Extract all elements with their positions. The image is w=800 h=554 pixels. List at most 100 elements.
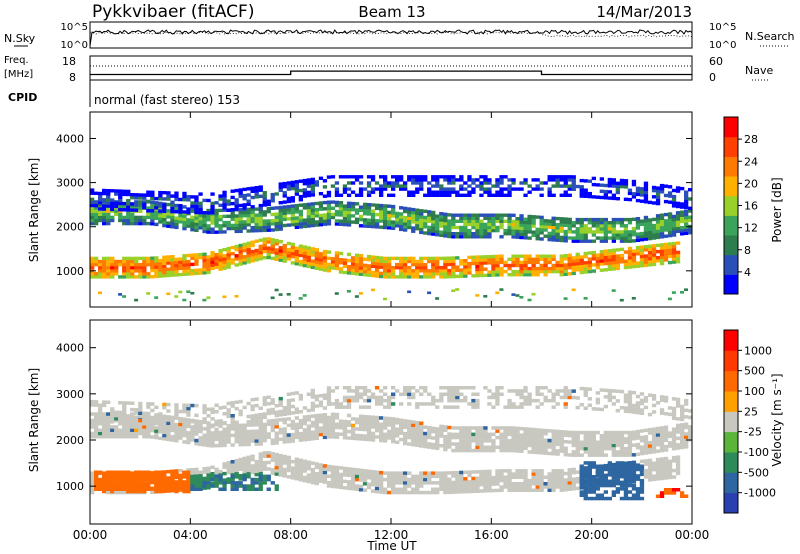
power-cell-149 xyxy=(122,259,127,264)
velocity-cell-524 xyxy=(186,480,191,484)
velocity-cell-1380 xyxy=(387,420,392,424)
velocity-cell-631 xyxy=(210,407,215,411)
power-cell-1536 xyxy=(451,268,456,273)
velocity-cell-718 xyxy=(230,423,235,428)
velocity-cell-1859 xyxy=(507,398,512,403)
power-cell-2441 xyxy=(671,260,677,264)
power-cell-998 xyxy=(322,256,328,260)
power-cell-2485 xyxy=(680,202,685,206)
power-cell-2440 xyxy=(667,297,672,301)
velocity-cell-7 xyxy=(90,434,95,439)
power-cell-936 xyxy=(306,208,311,213)
velocity-cell-1585 xyxy=(443,490,448,495)
velocity-cell-797 xyxy=(246,420,251,424)
power-cell-752 xyxy=(262,200,267,204)
power-cell-1145 xyxy=(358,181,364,185)
power-cell-931 xyxy=(306,224,311,228)
power-cell-486 xyxy=(198,210,203,215)
power-cell-1713 xyxy=(491,228,496,233)
power-cell-1068 xyxy=(342,264,348,268)
power-cell-919 xyxy=(302,191,307,195)
power-cell-1915 xyxy=(543,257,548,261)
power-cell-224 xyxy=(138,215,143,220)
velocity-cell-1255 xyxy=(358,478,364,482)
power-cell-1682 xyxy=(483,190,488,194)
velocity-cell-1631 xyxy=(451,405,456,409)
velocity-cell-933 xyxy=(278,473,283,477)
power-cell-48 xyxy=(98,207,103,211)
power-cell-38 xyxy=(98,266,103,270)
power-cell-2348 xyxy=(647,230,653,235)
velocity-cell-810 xyxy=(250,429,255,434)
power-cell-477 xyxy=(198,255,203,260)
power-cell-1805 xyxy=(515,257,520,261)
velocity-cell-12 xyxy=(90,412,95,416)
power-cell-1816 xyxy=(519,273,524,277)
power-cell-626 xyxy=(234,214,239,218)
velocity-cell-727 xyxy=(230,474,235,479)
power-cell-1792 xyxy=(511,229,516,233)
power-cell-1548 xyxy=(451,190,456,194)
power-cell-431 xyxy=(186,221,191,225)
velocity-cell-1480 xyxy=(411,392,416,396)
velocity-cell-977 xyxy=(286,408,291,413)
velocity-cell-645 xyxy=(214,427,219,432)
power-cell-1556 xyxy=(455,265,460,269)
power-cell-942 xyxy=(306,181,311,185)
velocity-cell-167 xyxy=(122,477,127,482)
velocity-cell-952 xyxy=(282,461,287,465)
velocity-cell-1106 xyxy=(318,400,324,404)
power-cell-243 xyxy=(142,200,147,204)
velocity-cell-117 xyxy=(110,483,115,487)
power-cell-618 xyxy=(234,254,239,258)
velocity-cell-833 xyxy=(254,419,259,424)
velocity-cell-896 xyxy=(266,477,271,482)
power-cell-1822 xyxy=(519,235,524,240)
power-cell-1932 xyxy=(547,222,552,226)
freq-label-2: [MHz] xyxy=(4,69,33,80)
velocity-cell-230 xyxy=(130,489,135,494)
power-cell-1895 xyxy=(539,269,544,274)
velocity-cell-1225 xyxy=(350,474,356,478)
power-cell-1763 xyxy=(503,219,508,223)
power-cell-1731 xyxy=(495,216,500,220)
velocity-cell-1616 xyxy=(447,395,452,400)
velocity-cell-2152 xyxy=(579,483,584,488)
power-cell-2023 xyxy=(567,184,572,188)
power-cell-2045 xyxy=(575,262,580,266)
power-cell-1326 xyxy=(403,219,408,223)
velocity-cell-800 xyxy=(246,487,251,491)
power-cell-1954 xyxy=(551,178,556,182)
power-cell-160 xyxy=(122,295,127,298)
velocity-cell-2064 xyxy=(559,475,564,479)
power-cell-1910 xyxy=(543,273,548,277)
power-cell-89 xyxy=(106,204,111,208)
power-cell-2449 xyxy=(671,230,677,234)
power-cell-439 xyxy=(190,272,195,276)
velocity-cell-2078 xyxy=(563,481,568,485)
velocity-cell-815 xyxy=(250,407,255,412)
power-cell-1197 xyxy=(374,274,380,278)
velocity-cell-1747 xyxy=(479,448,484,453)
beam-title: Beam 13 xyxy=(358,3,425,21)
velocity-cell-1166 xyxy=(334,465,340,470)
velocity-cell-1871 xyxy=(511,432,516,437)
power-cell-1209 xyxy=(374,203,380,207)
power-cell-338 xyxy=(166,270,171,275)
power-cell-1394 xyxy=(419,227,424,231)
power-cell-628 xyxy=(234,207,239,211)
velocity-cell-813 xyxy=(250,417,255,421)
velocity-cell-1763 xyxy=(483,445,488,449)
velocity-cell-2283 xyxy=(603,446,608,451)
velocity-cell-416 xyxy=(166,421,171,425)
power-cell-396 xyxy=(178,213,183,218)
power-cell-2144 xyxy=(599,227,604,231)
power-cell-755 xyxy=(262,191,267,195)
velocity-cell-2297 xyxy=(603,467,608,472)
power-cell-2005 xyxy=(563,181,568,185)
power-cell-735 xyxy=(258,203,263,208)
velocity-cell-807 xyxy=(250,439,255,443)
velocity-cell-501 xyxy=(182,480,187,484)
power-cell-694 xyxy=(250,229,255,233)
power-cell-1298 xyxy=(399,275,404,279)
